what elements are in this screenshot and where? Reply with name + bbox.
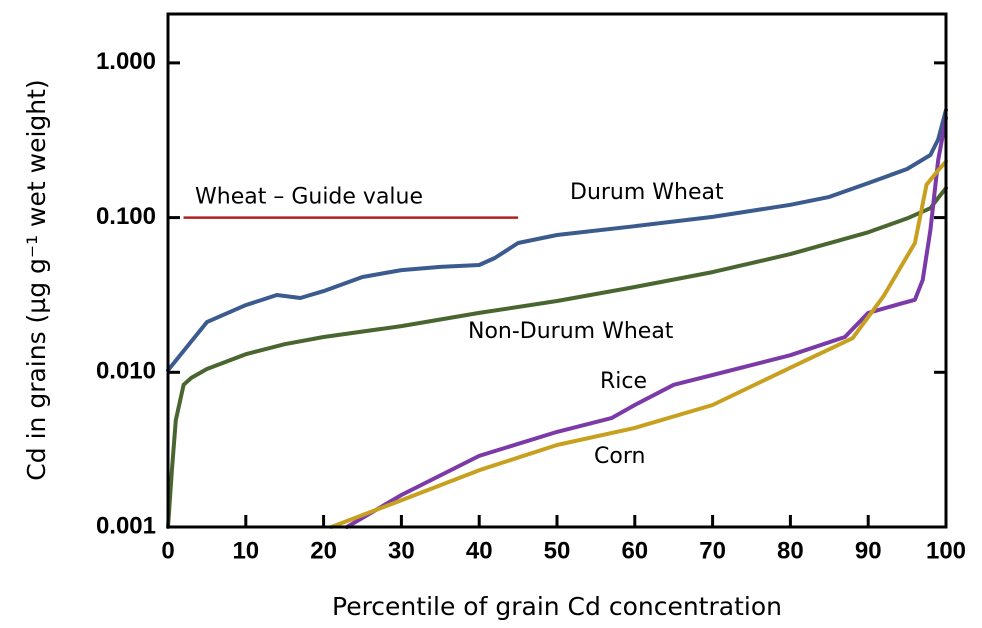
y-tick-label: 1.000 bbox=[96, 48, 156, 75]
series-line bbox=[166, 107, 948, 373]
x-tick-label: 10 bbox=[232, 537, 259, 564]
series-line bbox=[344, 116, 948, 529]
x-tick-label: 30 bbox=[388, 537, 415, 564]
y-tick-label: 0.100 bbox=[96, 203, 156, 230]
x-axis-label: Percentile of grain Cd concentration bbox=[332, 592, 782, 621]
plot-frame bbox=[166, 12, 948, 529]
guide-label: Wheat – Guide value bbox=[195, 185, 423, 210]
x-tick-label: 100 bbox=[926, 537, 966, 564]
series-label: Rice bbox=[600, 369, 647, 394]
y-axis-label: Cd in grains (µg g⁻¹ wet weight) bbox=[22, 79, 51, 480]
series-line bbox=[166, 186, 948, 529]
x-tick-label: 50 bbox=[544, 537, 571, 564]
y-tick-label: 0.001 bbox=[96, 512, 156, 539]
x-tick-label: 60 bbox=[621, 537, 648, 564]
x-tick-label: 70 bbox=[699, 537, 726, 564]
x-tick-label: 0 bbox=[161, 537, 174, 564]
series-label: Durum Wheat bbox=[570, 180, 724, 205]
series-label: Corn bbox=[594, 444, 645, 469]
x-tick-label: 20 bbox=[310, 537, 337, 564]
y-tick-label: 0.010 bbox=[96, 358, 156, 385]
series-label: Non-Durum Wheat bbox=[468, 319, 674, 344]
x-tick-label: 90 bbox=[855, 537, 882, 564]
series-line bbox=[329, 159, 948, 529]
x-tick-label: 80 bbox=[777, 537, 804, 564]
x-tick-label: 40 bbox=[466, 537, 493, 564]
